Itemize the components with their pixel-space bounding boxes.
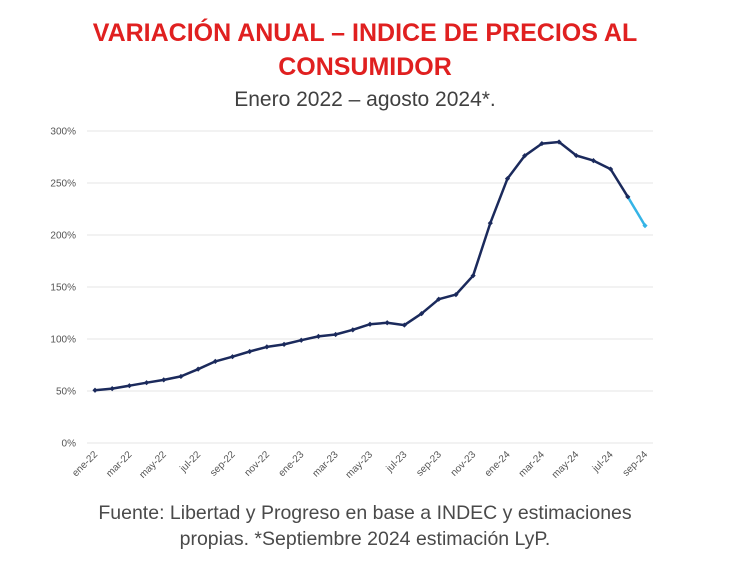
y-tick-label: 100% [50, 335, 76, 346]
data-point [229, 354, 236, 360]
data-point [436, 296, 442, 302]
x-tick-label: ene-24 [483, 449, 513, 479]
data-point [573, 152, 579, 159]
source-note-line1: Fuente: Libertad y Progreso en base a IN… [98, 502, 632, 524]
data-point [298, 337, 304, 343]
data-point [418, 311, 425, 317]
y-tick-label: 250% [50, 179, 76, 190]
x-tick-label: mar-24 [517, 449, 547, 479]
x-tick-label: ene-23 [277, 449, 307, 479]
data-point [367, 321, 373, 327]
data-point [642, 223, 648, 229]
data-point [195, 366, 201, 372]
x-tick-label: jul-23 [384, 449, 410, 475]
data-point [92, 387, 98, 393]
series-line [94, 140, 629, 392]
x-axis-ticks: ene-22 mar-22 may-22 jul-22 sep-22 nov-22 ene-… [70, 449, 650, 481]
data-point [401, 322, 407, 328]
y-tick-label: 0% [62, 439, 77, 450]
x-tick-label: ene-22 [70, 449, 100, 479]
x-tick-label: mar-23 [311, 449, 341, 479]
estimate-line [626, 196, 647, 227]
y-tick-label: 150% [50, 283, 76, 294]
data-point [504, 176, 511, 182]
data-point [470, 273, 476, 279]
chart-subtitle: Enero 2022 – agosto 2024*. [234, 88, 496, 111]
data-point [590, 158, 597, 164]
y-axis-ticks: 0% 50% 100% 150% 200% 250% 300% [50, 127, 76, 450]
chart-title-line1: VARIACIÓN ANUAL – INDICE DE PRECIOS AL [92, 19, 638, 47]
y-tick-label: 200% [50, 231, 76, 242]
data-point [143, 380, 150, 386]
data-point [333, 331, 339, 338]
x-tick-label: nov-22 [243, 449, 273, 479]
data-point [487, 220, 493, 226]
y-tick-label: 50% [56, 387, 76, 398]
data-point [522, 153, 528, 159]
data-point [625, 194, 631, 200]
x-tick-label: jul-24 [590, 449, 616, 475]
x-tick-label: jul-22 [177, 449, 203, 475]
source-note-line2: propias. *Septiembre 2024 estimación LyP… [179, 528, 551, 550]
x-tick-label: sep-22 [208, 449, 238, 479]
x-tick-label: may-22 [138, 449, 170, 481]
data-point [247, 348, 253, 355]
x-tick-label: may-23 [344, 449, 376, 481]
data-point [556, 139, 562, 145]
data-point [453, 291, 459, 298]
x-tick-label: sep-23 [414, 449, 444, 479]
data-point [384, 320, 390, 326]
data-point [350, 327, 356, 333]
x-tick-label: may-24 [550, 449, 582, 481]
data-point [161, 377, 167, 383]
ipc-series [92, 139, 648, 393]
data-point [315, 333, 322, 339]
data-point [608, 166, 614, 172]
data-point [126, 383, 132, 389]
line-chart: 0%50%100%150%200%250%300% ene-22 mar-22 ma… [50, 127, 653, 481]
x-tick-label: mar-22 [104, 449, 134, 479]
chart-title-line2: CONSUMIDOR [278, 53, 452, 81]
data-point [281, 341, 287, 348]
data-point [539, 140, 545, 147]
y-tick-label: 300% [50, 127, 76, 138]
x-tick-label: sep-24 [621, 449, 651, 479]
data-point [109, 386, 115, 392]
gridlines [87, 130, 653, 444]
data-point [264, 344, 270, 350]
x-tick-label: nov-23 [449, 449, 479, 479]
data-point [212, 358, 218, 364]
data-point [178, 373, 184, 380]
